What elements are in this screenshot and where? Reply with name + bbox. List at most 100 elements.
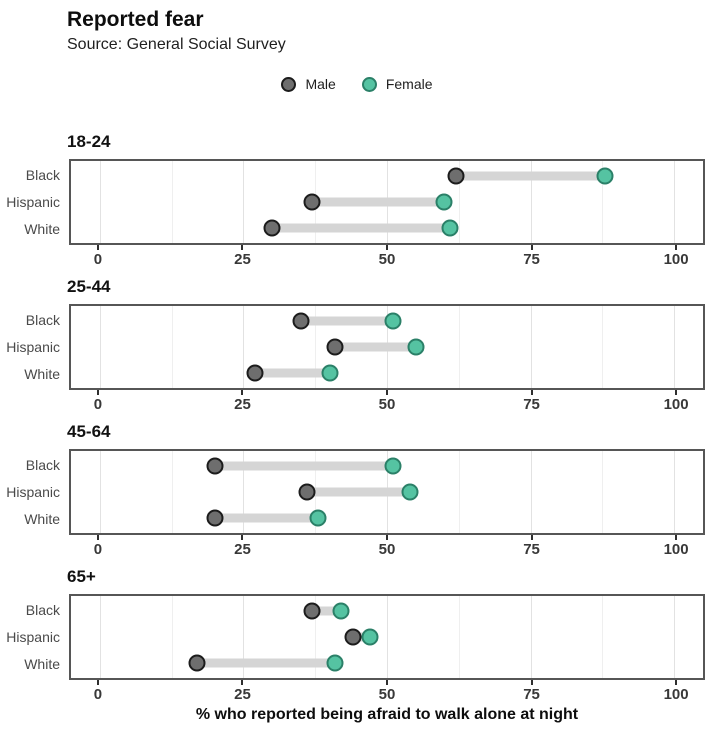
x-tick-label-75: 75 — [523, 396, 540, 413]
x-tick-label-50: 50 — [378, 251, 396, 268]
female-dot — [384, 312, 402, 330]
male-dot — [344, 628, 362, 646]
dumbbell-connector — [352, 632, 370, 642]
dumbbell-connector — [214, 461, 393, 471]
major-gridline-25 — [243, 596, 245, 678]
x-tick-label-100: 100 — [663, 251, 689, 268]
female-legend-swatch-icon — [361, 76, 377, 92]
male-dot — [447, 167, 465, 185]
dumbbell-row — [71, 306, 703, 388]
minor-gridline-87.5 — [602, 451, 604, 533]
major-gridline-75 — [530, 161, 532, 243]
minor-gridline-62.5 — [458, 306, 460, 388]
category-label: White — [24, 365, 60, 382]
dumbbell-connector — [300, 316, 393, 326]
dumbbell-row — [71, 451, 703, 533]
minor-gridline-87.5 — [602, 306, 604, 388]
legend-label-female: Female — [385, 76, 433, 92]
male-dot — [188, 654, 206, 672]
x-tick-label-25: 25 — [234, 686, 251, 703]
x-tick-mark-100 — [675, 535, 678, 540]
x-tick-mark-50 — [386, 680, 388, 685]
major-gridline-75 — [530, 596, 532, 678]
dumbbell-connector — [197, 658, 336, 668]
x-tick-label-50: 50 — [378, 686, 396, 703]
major-gridline-100 — [674, 451, 676, 533]
category-label: Black — [25, 457, 60, 474]
x-tick-mark-100 — [675, 245, 678, 250]
panel — [69, 449, 705, 535]
male-dot — [206, 509, 224, 527]
x-tick-mark-25 — [241, 535, 244, 540]
major-gridline-25 — [243, 306, 245, 388]
x-axis: 0 25 50 75 100 — [69, 680, 705, 710]
male-dot — [292, 312, 310, 330]
dumbbell-row — [71, 451, 703, 533]
minor-gridline-62.5 — [458, 451, 460, 533]
x-tick-mark-50 — [386, 245, 388, 250]
major-gridline-100 — [674, 306, 676, 388]
x-tick-label-75: 75 — [523, 686, 540, 703]
female-dot — [361, 628, 379, 646]
female-dot — [435, 193, 453, 211]
x-tick-mark-75 — [530, 390, 533, 395]
x-tick-mark-25 — [241, 245, 244, 250]
x-tick-label-0: 0 — [93, 396, 103, 413]
dumbbell-row — [71, 451, 703, 533]
dumbbell-row — [71, 596, 703, 678]
x-tick-mark-25 — [241, 390, 244, 395]
dumbbell-connector — [214, 513, 319, 523]
x-tick-label-50: 50 — [378, 541, 396, 558]
x-tick-label-25: 25 — [234, 541, 251, 558]
male-dot — [263, 219, 281, 237]
minor-gridline-12.5 — [171, 596, 173, 678]
legend-item-male: Male — [281, 76, 336, 92]
legend-label-male: Male — [305, 76, 336, 92]
male-dot — [303, 193, 321, 211]
female-dot — [441, 219, 459, 237]
x-tick-mark-75 — [530, 535, 533, 540]
dumbbell-row — [71, 161, 703, 243]
minor-gridline-87.5 — [602, 596, 604, 678]
panel — [69, 159, 705, 245]
x-tick-label-100: 100 — [663, 686, 689, 703]
chart-subtitle: Source: General Social Survey — [67, 36, 286, 53]
female-dot — [321, 364, 339, 382]
x-tick-mark-100 — [675, 680, 678, 685]
male-dot — [298, 483, 316, 501]
dumbbell-connector — [254, 368, 330, 378]
x-tick-mark-0 — [96, 245, 99, 250]
x-tick-mark-50 — [386, 390, 388, 395]
x-axis: 0 25 50 75 100 — [69, 390, 705, 420]
category-label: Hispanic — [6, 484, 60, 500]
facet-65+: 65+ Black Hispanic White 0 25 50 75 100 — [0, 565, 714, 710]
x-tick-mark-25 — [241, 680, 244, 685]
category-label: Black — [25, 312, 60, 329]
x-tick-label-100: 100 — [663, 396, 689, 413]
minor-gridline-62.5 — [458, 596, 460, 678]
facet-title: 45-64 — [67, 422, 111, 441]
female-dot — [384, 457, 402, 475]
x-tick-mark-0 — [96, 535, 99, 540]
major-gridline-25 — [243, 161, 245, 243]
category-label: Black — [25, 167, 60, 184]
dumbbell-row — [71, 596, 703, 678]
minor-gridline-37.5 — [315, 596, 317, 678]
category-label: Hispanic — [6, 339, 60, 355]
x-tick-mark-75 — [530, 245, 533, 250]
x-tick-label-25: 25 — [234, 396, 251, 413]
x-axis: 0 25 50 75 100 — [69, 245, 705, 275]
category-label: Hispanic — [6, 629, 60, 645]
x-tick-mark-0 — [96, 680, 99, 685]
x-tick-label-75: 75 — [523, 541, 540, 558]
facet-18-24: 18-24 Black Hispanic White 0 25 50 75 100 — [0, 130, 714, 275]
major-gridline-0 — [99, 596, 101, 678]
major-gridline-100 — [674, 161, 676, 243]
major-gridline-0 — [99, 161, 101, 243]
minor-gridline-37.5 — [315, 306, 317, 388]
x-tick-label-25: 25 — [234, 251, 251, 268]
x-tick-label-0: 0 — [93, 541, 103, 558]
facet-25-44: 25-44 Black Hispanic White 0 25 50 75 100 — [0, 275, 714, 420]
minor-gridline-62.5 — [458, 161, 460, 243]
female-dot — [401, 483, 419, 501]
